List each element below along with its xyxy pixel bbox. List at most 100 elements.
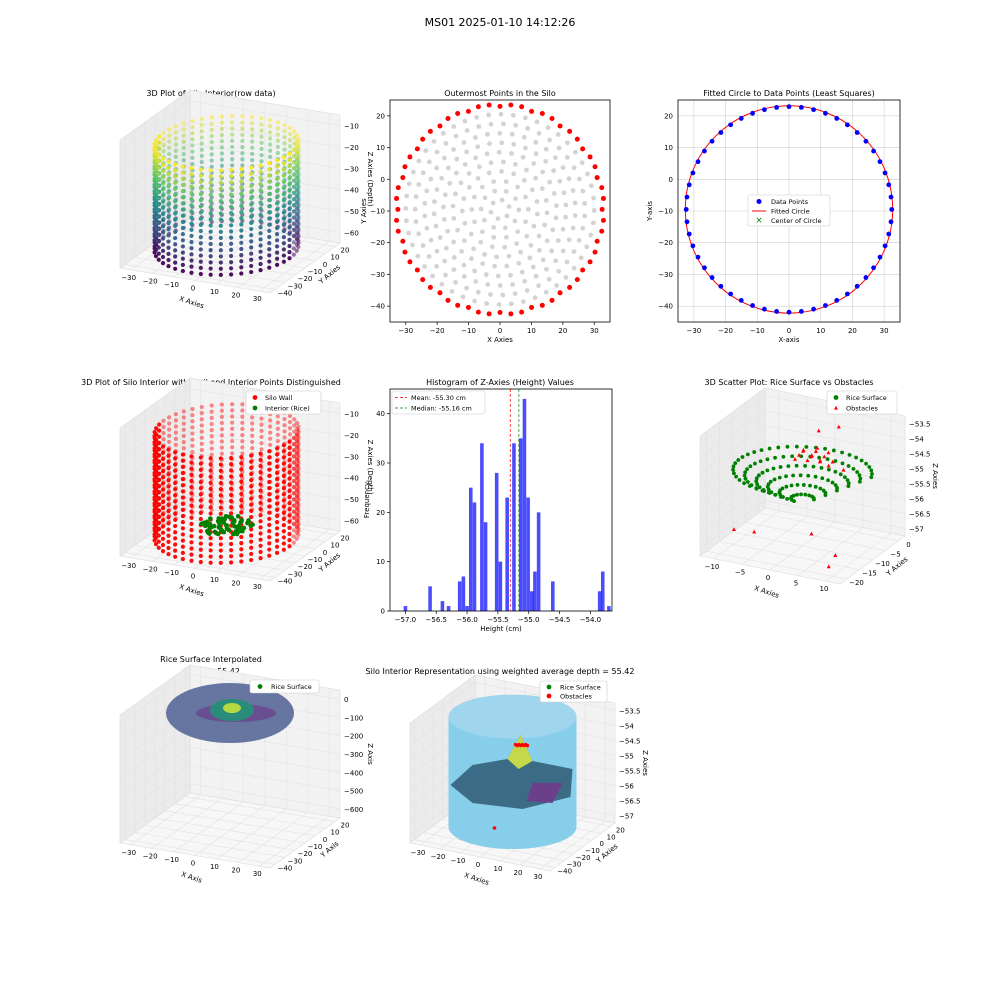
z-tick-label: −60 (344, 229, 359, 237)
wall-point (274, 495, 280, 500)
data-point (156, 153, 161, 158)
legend-box (249, 679, 320, 694)
data-point (173, 199, 178, 204)
x-axis-label: X-axis (779, 336, 800, 344)
wall-point (240, 445, 245, 450)
interior-point (521, 177, 527, 183)
wall-point (173, 412, 179, 417)
wall-point (157, 428, 162, 433)
data-point (786, 309, 792, 315)
outermost-point (529, 108, 535, 114)
data-point (291, 154, 296, 159)
wall-point (258, 549, 263, 555)
wall-point (292, 460, 297, 465)
y-tick-label: −10 (370, 208, 385, 216)
interior-point (479, 184, 485, 190)
wall-point (287, 482, 292, 487)
data-point (173, 211, 178, 216)
histogram-bar (530, 591, 534, 611)
wall-point (153, 462, 159, 467)
interior-point (523, 194, 528, 200)
data-point (167, 133, 172, 138)
data-point (173, 162, 178, 167)
data-point (160, 181, 166, 186)
interior-point (454, 170, 459, 176)
data-point (157, 134, 162, 139)
interior-point (239, 517, 244, 523)
data-point (268, 142, 273, 147)
rice-point (857, 473, 862, 478)
wall-point (292, 490, 297, 496)
data-point (189, 203, 194, 208)
data-point (189, 239, 194, 245)
data-point (249, 233, 254, 238)
data-point (198, 198, 203, 203)
z-axis-label: Z Axis (366, 743, 374, 765)
interior-point (540, 257, 546, 263)
wall-point (199, 447, 204, 453)
data-point (250, 145, 255, 150)
wall-point (296, 436, 301, 442)
interior-point (472, 268, 478, 274)
data-point (189, 184, 194, 189)
data-point (267, 241, 272, 246)
wall-point (229, 492, 234, 497)
wall-point (294, 451, 300, 456)
wall-point (258, 494, 263, 499)
data-point (786, 104, 792, 110)
interior-point (506, 253, 512, 259)
data-point (240, 138, 245, 144)
interior-point (441, 130, 446, 136)
data-point (267, 191, 272, 197)
interior-point (466, 184, 472, 190)
wall-point (173, 536, 178, 541)
interior-point (544, 266, 549, 272)
y-tick-label: 10 (331, 254, 340, 262)
data-point (209, 152, 214, 157)
axes-4: −57.0 −56.5 −56.0 −55.5 −55.0 −54.5 −54.001020… (363, 388, 613, 633)
grid-line (699, 500, 906, 549)
wall-point (218, 511, 223, 516)
interior-point (420, 243, 426, 248)
interior-point (433, 223, 439, 229)
wall-point (160, 549, 166, 554)
interior-point (216, 516, 222, 521)
data-point (259, 122, 264, 127)
wall-point (229, 455, 234, 461)
outermost-point (445, 116, 451, 122)
interior-point (459, 248, 465, 254)
data-point (229, 198, 234, 203)
z-tick-label: −10 (344, 123, 359, 131)
rice-point (823, 446, 827, 451)
outermost-point (400, 175, 406, 181)
wall-point (166, 490, 171, 495)
y-tick-label: 0 (381, 176, 385, 184)
x-tick-label: −30 (398, 327, 413, 335)
data-point (153, 161, 159, 167)
interior-point (464, 285, 469, 291)
outermost-point (420, 277, 426, 283)
data-point (218, 235, 223, 241)
data-point (294, 162, 299, 167)
rice-point (762, 489, 766, 493)
wall-point (291, 522, 296, 527)
wall-point (281, 541, 286, 546)
wall-point (296, 532, 301, 538)
data-point (259, 134, 264, 139)
outermost-point (567, 128, 573, 134)
data-point (267, 259, 272, 264)
interior-point (232, 524, 237, 529)
wall-point (218, 474, 223, 479)
data-point (287, 231, 292, 236)
data-point (229, 253, 234, 259)
data-point (267, 204, 272, 209)
data-point (229, 186, 234, 191)
wall-point (287, 525, 292, 530)
outermost-point (587, 259, 593, 265)
wall-point (153, 499, 159, 504)
data-point (156, 245, 161, 250)
wall-point (294, 462, 299, 468)
wall-point (296, 522, 301, 528)
wall-point (296, 504, 301, 509)
x-tick-label: 10 (820, 585, 829, 593)
